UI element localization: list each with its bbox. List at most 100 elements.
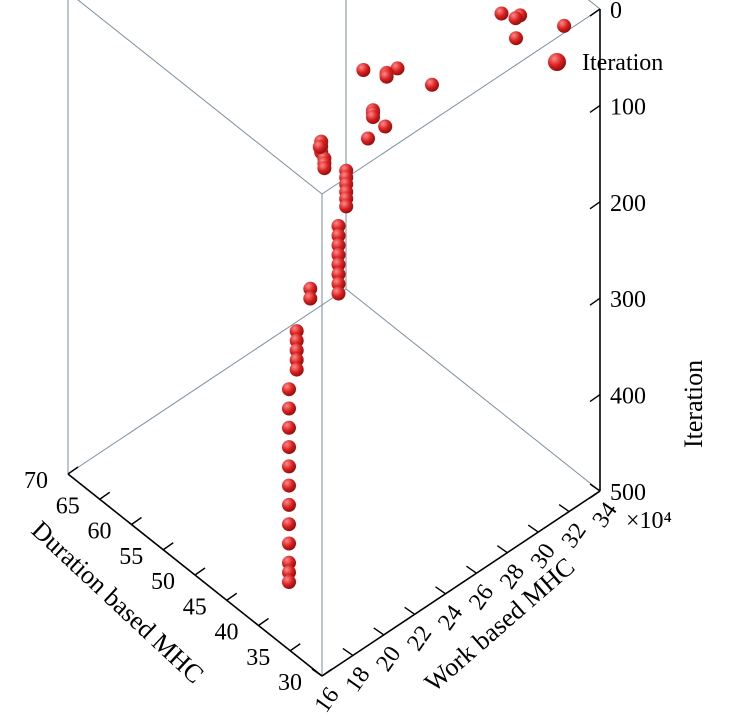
data-point (557, 18, 572, 33)
y-tick-mark (373, 627, 385, 636)
y-tick-mark (311, 668, 323, 677)
y-tick-mark (466, 565, 477, 574)
data-point (331, 257, 346, 272)
z-tick-label: 0 (610, 0, 622, 24)
data-point (317, 161, 332, 176)
y-tick-mark (435, 586, 446, 595)
x-tick-label: 55 (119, 544, 143, 570)
y-tick-mark (404, 606, 416, 615)
x-tick-label: 45 (183, 594, 207, 620)
data-point (289, 353, 304, 367)
data-point (289, 333, 304, 348)
x-tick-mark (321, 668, 333, 677)
z-tick-mark (589, 297, 601, 306)
data-point (331, 267, 346, 282)
y-tick-mark (496, 545, 508, 554)
data-points (282, 6, 572, 589)
box-edge (67, 288, 347, 475)
z-tick-mark (589, 490, 601, 499)
data-point (331, 238, 346, 253)
data-point (331, 286, 346, 301)
x-tick-mark (258, 617, 269, 627)
data-point (390, 61, 405, 76)
legend-marker-icon (548, 53, 566, 71)
y-tick-label: 22 (402, 621, 437, 656)
y-tick-mark (589, 483, 601, 492)
z-tick-mark (589, 394, 601, 403)
z-tick-mark (589, 201, 601, 210)
data-point (339, 199, 354, 214)
data-point (282, 517, 296, 532)
x-tick-mark (99, 491, 111, 500)
data-point (331, 219, 346, 233)
data-point (282, 565, 296, 580)
data-point (378, 119, 393, 134)
data-point (289, 324, 304, 339)
data-point (303, 291, 318, 306)
z-axis-title: Iteration (679, 360, 708, 448)
data-point (366, 110, 380, 125)
data-point (509, 31, 523, 46)
data-point (282, 536, 296, 551)
data-point (379, 69, 394, 84)
z-tick-label: 200 (610, 191, 646, 217)
y-tick-label: 24 (433, 601, 468, 636)
data-point (282, 575, 296, 589)
data-point (282, 401, 296, 416)
z-tick-mark (589, 8, 601, 17)
box-edge (587, 0, 601, 10)
data-point (356, 63, 371, 77)
data-point (289, 343, 304, 358)
data-point (289, 362, 304, 377)
x-tick-label: 65 (56, 493, 80, 519)
data-point (425, 77, 439, 92)
box-edge (345, 288, 601, 492)
legend-label: Iteration (582, 50, 663, 76)
data-point (303, 281, 318, 296)
z-tick-label: 100 (610, 94, 646, 120)
y-tick-label: 20 (371, 642, 406, 677)
y-tick-label: 18 (341, 662, 376, 697)
data-point (282, 382, 296, 397)
x-tick-mark (131, 516, 142, 526)
z-tick-label: 400 (610, 384, 646, 410)
data-point (282, 478, 296, 493)
x-tick-label: 70 (24, 468, 48, 494)
x-tick-mark (67, 466, 79, 475)
x-tick-mark (194, 567, 206, 576)
x-tick-label: 60 (88, 519, 112, 545)
y-tick-label: 32 (557, 518, 592, 553)
data-point (282, 440, 296, 455)
data-point (508, 11, 523, 26)
data-point (282, 497, 296, 512)
x-tick-label: 40 (215, 620, 239, 646)
x-tick-label: 30 (278, 670, 302, 696)
data-point (282, 459, 296, 474)
x-tick-labels: 30 35 40 45 50 55 60 65 70 (24, 466, 333, 696)
x-tick-label: 50 (151, 569, 175, 595)
legend: Iteration (548, 50, 663, 76)
data-point (282, 420, 296, 435)
y-axis-multiplier: ×10⁴ (626, 508, 672, 534)
data-point (282, 555, 296, 570)
y-tick-label: 16 (310, 683, 345, 718)
x-tick-mark (289, 643, 301, 652)
x-tick-mark (226, 592, 238, 601)
y-axis-line (321, 490, 601, 677)
z-tick-label: 300 (610, 287, 646, 313)
data-point (331, 247, 346, 262)
data-point (331, 276, 346, 291)
data-point (312, 140, 327, 154)
z-tick-labels: 0 100 200 300 400 500 (589, 0, 646, 506)
box-edge (77, 0, 323, 195)
z-tick-mark (589, 104, 601, 113)
data-point (331, 228, 346, 243)
box-edge (321, 8, 601, 195)
x-tick-label: 35 (246, 645, 270, 671)
y-tick-mark (527, 524, 539, 533)
y-tick-mark (342, 647, 354, 657)
x-tick-mark (162, 542, 174, 551)
